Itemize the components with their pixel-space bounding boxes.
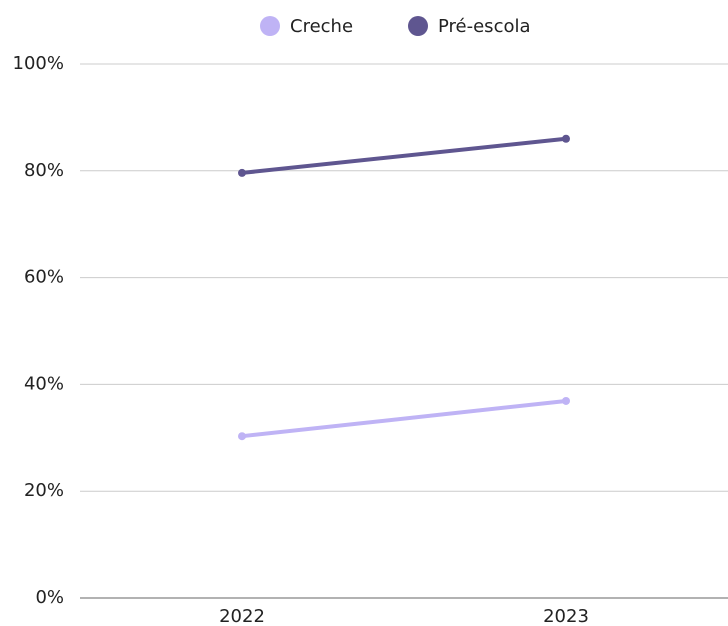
- legend-marker: [260, 16, 280, 36]
- x-tick-label: 2023: [543, 606, 589, 626]
- legend-label: Creche: [290, 16, 353, 37]
- point: [238, 168, 246, 177]
- y-tick-label: 0%: [35, 587, 64, 608]
- y-tick-label: 40%: [24, 373, 64, 394]
- line: [241, 136, 567, 175]
- point: [238, 432, 246, 441]
- legend-marker: [408, 16, 428, 36]
- y-tick-label: 60%: [24, 267, 64, 288]
- x-tick-label: 2022: [219, 606, 265, 626]
- y-tick-label: 100%: [13, 53, 64, 74]
- y-tick-label: 20%: [24, 480, 64, 501]
- point: [562, 134, 570, 143]
- y-tick-label: 80%: [24, 160, 64, 181]
- legend-label: Pré-escola: [438, 16, 531, 37]
- line: [241, 398, 567, 439]
- point: [562, 396, 570, 405]
